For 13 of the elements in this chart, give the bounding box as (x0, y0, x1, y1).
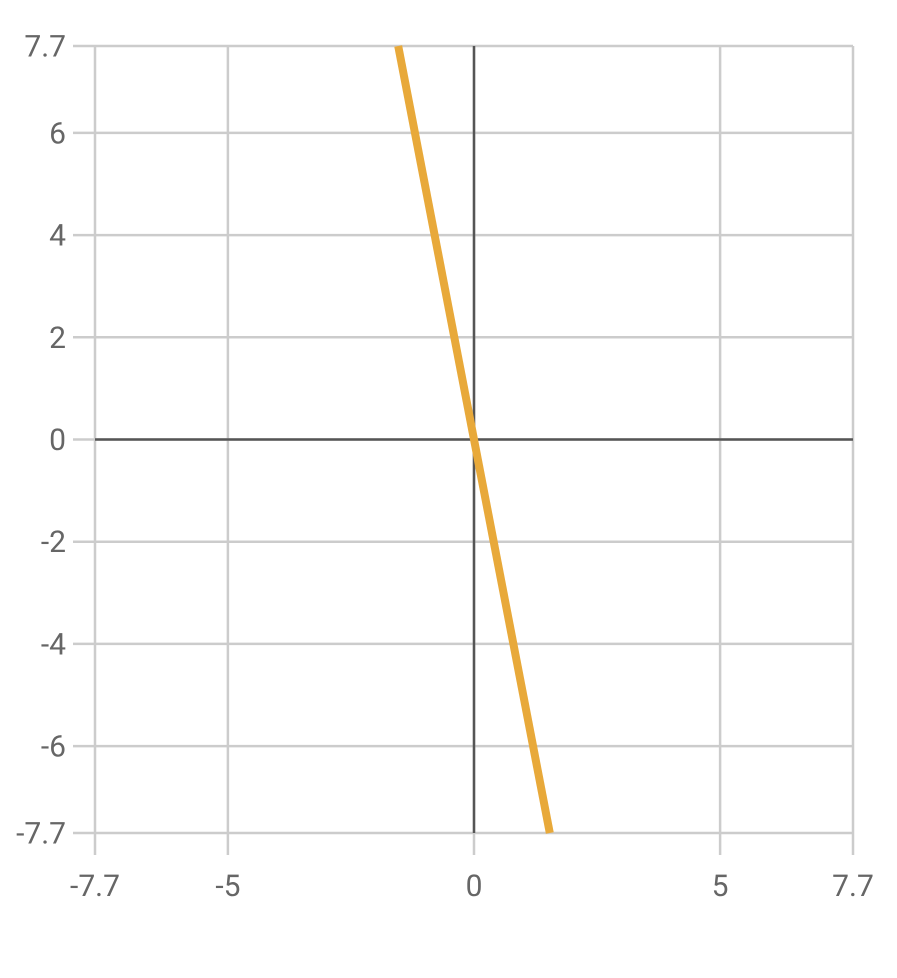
x-tick-label: 5 (712, 869, 729, 904)
y-tick-label: -7.7 (16, 816, 66, 852)
y-tick-label: 0 (49, 423, 66, 458)
x-tick-label: 7.7 (832, 869, 874, 904)
x-tick-label: 0 (466, 869, 482, 904)
x-tick-label: -5 (215, 869, 240, 904)
y-tick-label: 6 (49, 116, 66, 152)
y-tick-label: 2 (49, 320, 66, 356)
y-tick-label: 4 (49, 218, 66, 254)
y-tick-label: -2 (40, 525, 66, 560)
y-tick-label: -4 (40, 627, 66, 662)
y-tick-label: -6 (40, 730, 66, 765)
y-tick-label: 7.7 (24, 30, 66, 64)
